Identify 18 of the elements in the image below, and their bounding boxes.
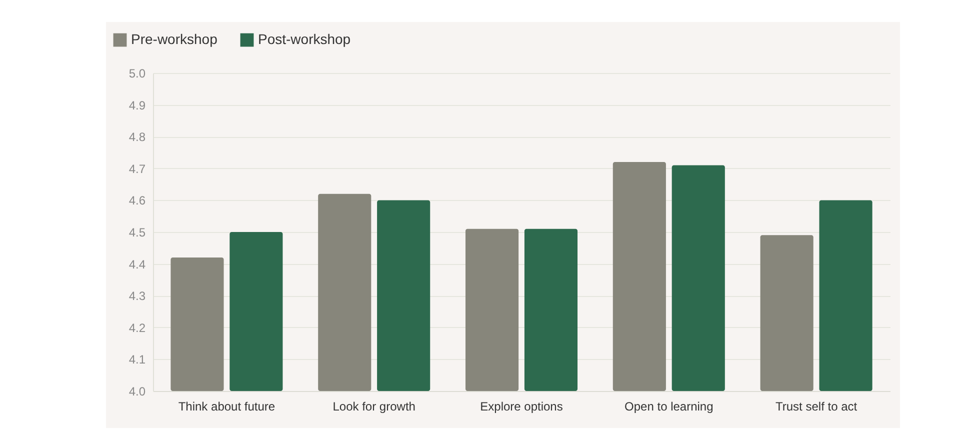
y-tick-label: 4.0 <box>128 384 146 398</box>
legend-label: Pre-workshop <box>131 31 218 47</box>
x-tick-label: Explore options <box>480 400 563 414</box>
y-tick-label: 4.2 <box>128 320 146 335</box>
y-tick-label: 4.7 <box>128 162 146 176</box>
y-tick-label: 4.8 <box>128 130 146 144</box>
x-tick-label: Think about future <box>178 400 276 414</box>
y-tick-label: 4.9 <box>128 98 146 112</box>
x-tick-label: Open to learning <box>624 400 714 414</box>
y-tick-label: 4.1 <box>128 352 146 367</box>
legend-label: Post-workshop <box>258 31 351 47</box>
y-tick-label: 4.6 <box>128 194 146 208</box>
x-tick-label: Trust self to act <box>776 400 858 414</box>
y-tick-label: 4.3 <box>128 289 146 304</box>
x-tick-label: Look for growth <box>332 400 416 414</box>
y-tick-label: 5.0 <box>128 66 146 80</box>
y-tick-label: 4.4 <box>128 257 146 272</box>
y-tick-label: 4.5 <box>128 226 146 240</box>
